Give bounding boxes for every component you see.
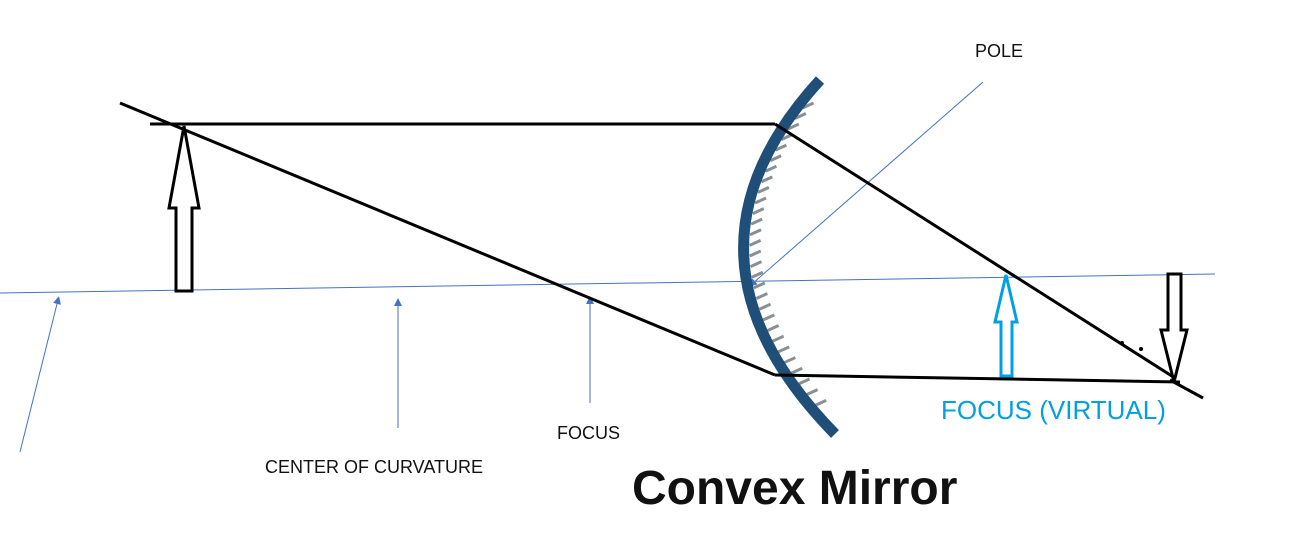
- mirror-hatch-mark: [767, 324, 780, 332]
- object-arrow: [167, 125, 201, 293]
- center-of-curvature-pointer-left: [19, 296, 61, 453]
- mirror-hatch-mark: [762, 313, 775, 322]
- focus-label: FOCUS: [557, 423, 620, 443]
- mirror-hatch-mark: [749, 249, 762, 258]
- reflected-ray-upper: [774, 122, 1176, 380]
- mirror-hatch-mark: [772, 334, 785, 343]
- ray-dot-2: [1139, 347, 1143, 351]
- mirror-hatch-mark: [794, 112, 807, 120]
- mirror-hatch-mark: [801, 101, 815, 110]
- mirror-hatch-mark: [769, 154, 782, 163]
- mirror-hatch-mark: [787, 122, 800, 131]
- ray-extension-lower-right: [1169, 378, 1204, 400]
- diagram-title: Convex Mirror: [632, 462, 957, 515]
- mirror-hatch-mark: [783, 356, 797, 364]
- center-of-curvature-label: CENTER OF CURVATURE: [265, 457, 483, 477]
- ray-dot-1: [1120, 341, 1124, 345]
- reflected-ray-parallel: [774, 373, 1181, 384]
- mirror-hatch-mark: [754, 196, 767, 205]
- mirror-hatch-mark: [750, 217, 763, 226]
- mirror-hatch-mark: [753, 281, 766, 290]
- mirror-hatch-mark: [805, 388, 819, 397]
- pole-label: POLE: [975, 41, 1023, 61]
- inverted-image-arrow: [1159, 272, 1189, 383]
- mirror-hatch-mark: [814, 399, 827, 407]
- mirror-hatch-mark: [760, 175, 773, 184]
- mirror-hatch-mark: [751, 270, 764, 279]
- mirror-hatch-mark: [755, 292, 768, 300]
- mirror-hatch-mark: [748, 239, 762, 247]
- focus-virtual-label: FOCUS (VIRTUAL): [941, 395, 1166, 425]
- mirror-hatch-mark: [790, 366, 803, 375]
- virtual-image-arrow: [993, 274, 1019, 378]
- incident-ray-through-focus: [119, 101, 776, 377]
- principal-axis: [0, 273, 1216, 294]
- mirror-hatch-mark: [774, 143, 788, 152]
- mirror-hatch-mark: [752, 207, 765, 215]
- mirror-hatch-mark: [749, 228, 762, 237]
- mirror-hatch-mark: [758, 302, 772, 311]
- mirror-hatching: [748, 101, 827, 407]
- mirror-hatch-mark: [749, 260, 763, 268]
- mirror-hatch-mark: [764, 164, 778, 173]
- mirror-hatch-mark: [777, 345, 790, 354]
- mirror-hatch-mark: [757, 186, 770, 194]
- mirror-hatch-mark: [797, 377, 811, 386]
